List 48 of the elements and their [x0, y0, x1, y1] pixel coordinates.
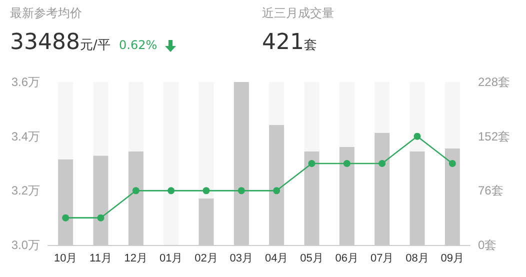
point [414, 132, 421, 140]
bar [374, 82, 390, 133]
x-tick-label: 05月 [300, 252, 324, 264]
y2-tick-label: 0套 [478, 238, 497, 252]
point [343, 160, 350, 167]
text: 421套 [262, 30, 317, 55]
y2-tick-label: 228套 [478, 75, 510, 89]
bar [444, 82, 460, 148]
x-tick-label: 07月 [370, 252, 394, 264]
x-tick-label: 03月 [230, 252, 254, 264]
point [202, 187, 210, 194]
y2-tick-label: 152套 [478, 129, 510, 144]
x-tick-label: 02月 [194, 252, 218, 264]
text: 33488元/平 [10, 30, 110, 55]
y-tick-label: 3.4万 [11, 129, 40, 144]
point [273, 187, 280, 194]
x-tick-label: 10月 [54, 252, 78, 264]
point [168, 187, 175, 194]
point [448, 160, 456, 167]
x-tick-label: 08月 [406, 252, 429, 264]
x-tick-label: 11月 [90, 252, 112, 264]
text: 近三月成交量 [262, 5, 334, 22]
point [238, 187, 245, 194]
bar [58, 82, 74, 160]
bar [198, 82, 214, 199]
point [97, 214, 104, 222]
text: 最新参考均价 [10, 5, 82, 22]
x-tick-label: 04月 [264, 252, 288, 264]
bar [93, 82, 108, 156]
bar [128, 82, 144, 152]
point [378, 160, 386, 167]
bar [304, 82, 320, 152]
x-tick-label: 06月 [335, 252, 359, 264]
x-tick-label: 12月 [124, 252, 148, 264]
point [132, 187, 140, 194]
text: 0.62% [119, 38, 158, 52]
x-tick-label: 09月 [440, 252, 464, 264]
point [308, 160, 316, 167]
y2-tick-label: 76套 [478, 184, 504, 198]
y-tick-label: 3.0万 [11, 238, 40, 252]
bar [164, 82, 179, 245]
point [62, 214, 70, 222]
bar [410, 82, 425, 152]
y-tick-label: 3.2万 [11, 184, 40, 198]
x-tick-label: 01月 [159, 252, 183, 264]
bar [269, 82, 284, 125]
y-tick-label: 3.6万 [11, 75, 40, 89]
bar [339, 82, 354, 148]
